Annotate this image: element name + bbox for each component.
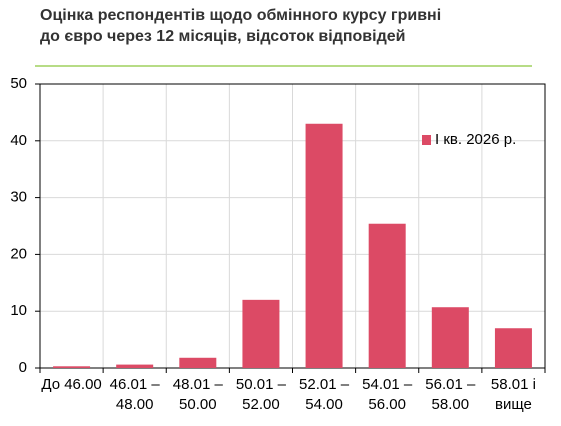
x-tick-label: До 46.00 [41, 376, 101, 393]
bar [179, 357, 217, 368]
y-tick-label: 30 [10, 189, 27, 206]
x-tick-label: 56.00 [368, 396, 406, 413]
bar [494, 328, 532, 368]
x-tick-label: 46.01 – [110, 376, 161, 393]
x-tick-label: 50.01 – [236, 376, 287, 393]
x-tick-label: 58.00 [432, 396, 470, 413]
legend-label: I кв. 2026 р. [435, 131, 516, 148]
bar [116, 364, 154, 368]
y-tick-label: 10 [10, 302, 27, 319]
x-tick-label: 48.01 – [173, 376, 224, 393]
x-tick-label: 50.00 [179, 396, 217, 413]
x-tick-label: 52.00 [242, 396, 280, 413]
legend-swatch [422, 135, 431, 145]
chart-title: Оцінка респондентів щодо обмінного курсу… [40, 7, 441, 24]
bar [368, 223, 406, 368]
chart-title: до євро через 12 місяців, відсоток відпо… [40, 28, 405, 45]
y-tick-label: 50 [10, 75, 27, 92]
x-tick-label: 54.01 – [362, 376, 413, 393]
x-tick-label: 54.00 [305, 396, 343, 413]
bar [431, 307, 469, 368]
x-tick-label: 52.01 – [299, 376, 350, 393]
plot-frame [39, 83, 546, 369]
y-tick-label: 40 [10, 132, 27, 149]
y-tick-label: 0 [19, 359, 27, 376]
y-tick-label: 20 [10, 245, 27, 262]
bar [305, 123, 343, 368]
bar [242, 299, 280, 368]
x-tick-label: 58.01 і [491, 376, 536, 393]
x-tick-label: 48.00 [116, 396, 154, 413]
bar [53, 366, 91, 368]
x-tick-label: вище [495, 396, 532, 413]
x-tick-label: 56.01 – [425, 376, 476, 393]
